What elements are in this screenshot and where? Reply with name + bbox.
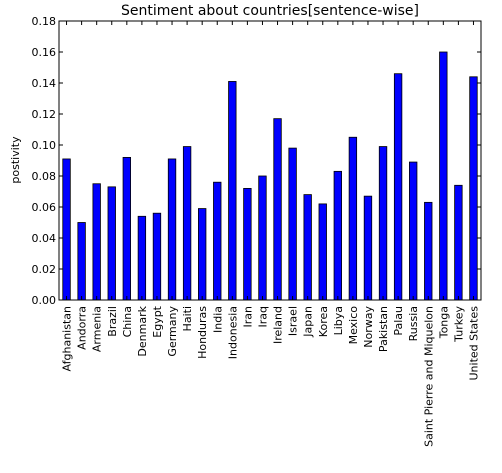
y-tick-label: 0.14	[32, 77, 57, 90]
y-tick-label: 0.18	[32, 15, 57, 28]
bar-germany	[167, 158, 177, 301]
x-tick-label: Turkey	[452, 306, 465, 343]
y-tick-label: 0.08	[32, 170, 57, 183]
x-tick-label: Ireland	[272, 306, 285, 344]
y-tick-label: 0.04	[32, 232, 57, 245]
x-tick-label: Iraq	[256, 306, 269, 328]
bar-palau	[393, 73, 403, 301]
bar-russia	[409, 161, 418, 301]
x-tick-label: Denmark	[136, 305, 149, 356]
bar-honduras	[198, 208, 207, 301]
bar-mexico	[348, 136, 358, 301]
x-tick-label: Andorra	[76, 306, 89, 350]
x-tick-label: Israel	[287, 306, 300, 336]
bar-haiti	[182, 146, 192, 301]
bar-iraq	[258, 175, 267, 301]
y-tick-label: 0.10	[32, 139, 57, 152]
y-tick-label: 0.16	[32, 46, 57, 59]
y-ticks-group: 0.00 0.02 0.04 0.06 0.08 0.10 0.12 0.14 0.16 0.18	[32, 15, 481, 307]
x-tick-label: Mexico	[347, 306, 360, 345]
x-tick-label: Egypt	[151, 305, 164, 337]
bar-pakistan	[378, 146, 388, 301]
bar-norway	[363, 195, 373, 301]
bar-afghanistan	[62, 158, 71, 301]
bar-tonga	[439, 51, 448, 301]
x-tick-label: Palau	[392, 306, 405, 336]
x-tick-label: Iran	[241, 306, 254, 328]
bar-iran	[243, 187, 252, 301]
bar-libya	[333, 170, 342, 301]
x-tick-label: Saint Pierre and Miquelon	[422, 306, 435, 447]
bar-indonesia	[228, 81, 237, 301]
y-tick-label: 0.06	[32, 201, 57, 214]
x-tick-label: Haiti	[181, 306, 194, 331]
bar-egypt	[152, 212, 162, 301]
x-tick-label: Korea	[317, 306, 330, 337]
x-tick-label: Japan	[302, 306, 315, 338]
x-ticks-group: Afghanistan Andorra Armenia Brazil China Denm…	[61, 21, 480, 447]
x-tick-label: India	[211, 306, 224, 333]
x-tick-label: Tonga	[437, 306, 450, 339]
x-tick-label: Honduras	[196, 306, 209, 359]
x-tick-label: Indonesia	[226, 306, 239, 359]
x-tick-label: United States	[467, 306, 480, 381]
bar-china	[122, 156, 131, 301]
y-tick-label: 0.02	[32, 263, 57, 276]
y-tick-label: 0.00	[32, 294, 57, 307]
bar-japan	[303, 194, 312, 301]
bar-armenia	[92, 183, 101, 301]
bar-andorra	[77, 222, 86, 301]
bars-group	[62, 51, 478, 301]
bar-turkey	[454, 184, 463, 301]
x-tick-label: Russia	[407, 306, 420, 341]
chart-title: Sentiment about countries[sentence-wise]	[121, 3, 419, 19]
y-axis-label: postivity	[9, 136, 22, 184]
x-tick-label: Pakistan	[377, 306, 390, 352]
bar-israel	[288, 147, 297, 301]
bar-korea	[318, 203, 327, 301]
x-tick-label: Norway	[362, 306, 375, 348]
x-tick-label: Armenia	[91, 306, 104, 352]
y-tick-label: 0.12	[32, 108, 57, 121]
bar-saint-pierre-and-miquelon	[424, 201, 433, 301]
x-tick-label: Germany	[166, 306, 179, 357]
bar-india	[213, 181, 222, 301]
x-tick-label: Brazil	[106, 306, 119, 337]
bar-denmark	[137, 215, 147, 301]
bar-united-states	[469, 76, 478, 301]
bar-brazil	[107, 186, 116, 301]
plot-frame	[58, 20, 482, 301]
x-tick-label: China	[121, 306, 134, 337]
x-tick-label: Afghanistan	[61, 306, 74, 372]
x-tick-label: Libya	[332, 306, 345, 335]
bar-ireland	[273, 118, 282, 301]
